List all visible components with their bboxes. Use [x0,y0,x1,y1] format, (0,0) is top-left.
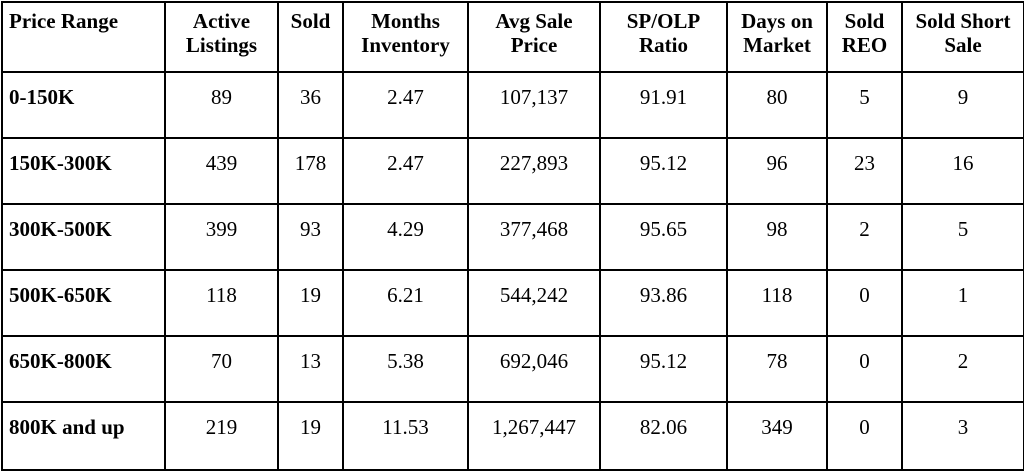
cell-sp-olp-ratio: 82.06 [599,401,728,471]
cell-months-inventory: 4.29 [342,203,469,271]
cell-price-range: 650K-800K [1,335,166,403]
header-sold-reo: Sold REO [826,1,903,73]
table-row: 300K-500K 399 93 4.29 377,468 95.65 98 2 5 [1,203,1024,271]
cell-sold: 19 [277,401,344,471]
cell-sold-short-sale: 1 [901,269,1024,337]
cell-active-listings: 219 [164,401,279,471]
cell-sold-reo: 23 [826,137,903,205]
cell-avg-sale-price: 107,137 [467,71,601,139]
header-sp-olp-ratio: SP/OLP Ratio [599,1,728,73]
cell-avg-sale-price: 377,468 [467,203,601,271]
cell-price-range: 300K-500K [1,203,166,271]
cell-days-on-market: 78 [726,335,828,403]
cell-sold-short-sale: 2 [901,335,1024,403]
cell-sp-olp-ratio: 93.86 [599,269,728,337]
header-sold: Sold [277,1,344,73]
cell-avg-sale-price: 692,046 [467,335,601,403]
cell-sold-short-sale: 16 [901,137,1024,205]
cell-price-range: 150K-300K [1,137,166,205]
table-row: 150K-300K 439 178 2.47 227,893 95.12 96 23 16 [1,137,1024,205]
cell-avg-sale-price: 1,267,447 [467,401,601,471]
cell-sp-olp-ratio: 95.12 [599,137,728,205]
cell-sold-reo: 2 [826,203,903,271]
cell-sold-short-sale: 5 [901,203,1024,271]
cell-days-on-market: 80 [726,71,828,139]
cell-price-range: 500K-650K [1,269,166,337]
cell-sp-olp-ratio: 95.65 [599,203,728,271]
cell-active-listings: 118 [164,269,279,337]
cell-sold: 178 [277,137,344,205]
cell-sold-reo: 0 [826,335,903,403]
cell-months-inventory: 5.38 [342,335,469,403]
cell-sp-olp-ratio: 91.91 [599,71,728,139]
cell-active-listings: 399 [164,203,279,271]
cell-sold: 19 [277,269,344,337]
cell-days-on-market: 118 [726,269,828,337]
cell-sold-short-sale: 3 [901,401,1024,471]
cell-days-on-market: 349 [726,401,828,471]
cell-price-range: 800K and up [1,401,166,471]
cell-sold-reo: 5 [826,71,903,139]
header-months-inventory: Months Inventory [342,1,469,73]
cell-months-inventory: 2.47 [342,71,469,139]
cell-days-on-market: 98 [726,203,828,271]
cell-sold-short-sale: 9 [901,71,1024,139]
cell-sold: 13 [277,335,344,403]
cell-active-listings: 89 [164,71,279,139]
header-sold-short-sale: Sold Short Sale [901,1,1024,73]
cell-sold-reo: 0 [826,269,903,337]
header-avg-sale-price: Avg Sale Price [467,1,601,73]
table-row: 500K-650K 118 19 6.21 544,242 93.86 118 0 1 [1,269,1024,337]
cell-sp-olp-ratio: 95.12 [599,335,728,403]
cell-sold-reo: 0 [826,401,903,471]
cell-sold: 36 [277,71,344,139]
cell-months-inventory: 2.47 [342,137,469,205]
table-header: Price Range Active Listings Sold Months … [1,1,1024,73]
cell-avg-sale-price: 227,893 [467,137,601,205]
cell-active-listings: 439 [164,137,279,205]
table-row: 0-150K 89 36 2.47 107,137 91.91 80 5 9 [1,71,1024,139]
header-active-listings: Active Listings [164,1,279,73]
cell-sold: 93 [277,203,344,271]
table-row: 650K-800K 70 13 5.38 692,046 95.12 78 0 2 [1,335,1024,403]
table-body: 0-150K 89 36 2.47 107,137 91.91 80 5 9 150K-300K 4… [1,71,1024,471]
header-price-range: Price Range [1,1,166,73]
cell-avg-sale-price: 544,242 [467,269,601,337]
header-days-on-market: Days on Market [726,1,828,73]
cell-price-range: 0-150K [1,71,166,139]
cell-months-inventory: 11.53 [342,401,469,471]
table-row: 800K and up 219 19 11.53 1,267,447 82.06 349 0 3 [1,401,1024,471]
cell-months-inventory: 6.21 [342,269,469,337]
cell-active-listings: 70 [164,335,279,403]
header-row: Price Range Active Listings Sold Months … [1,1,1024,73]
cell-days-on-market: 96 [726,137,828,205]
